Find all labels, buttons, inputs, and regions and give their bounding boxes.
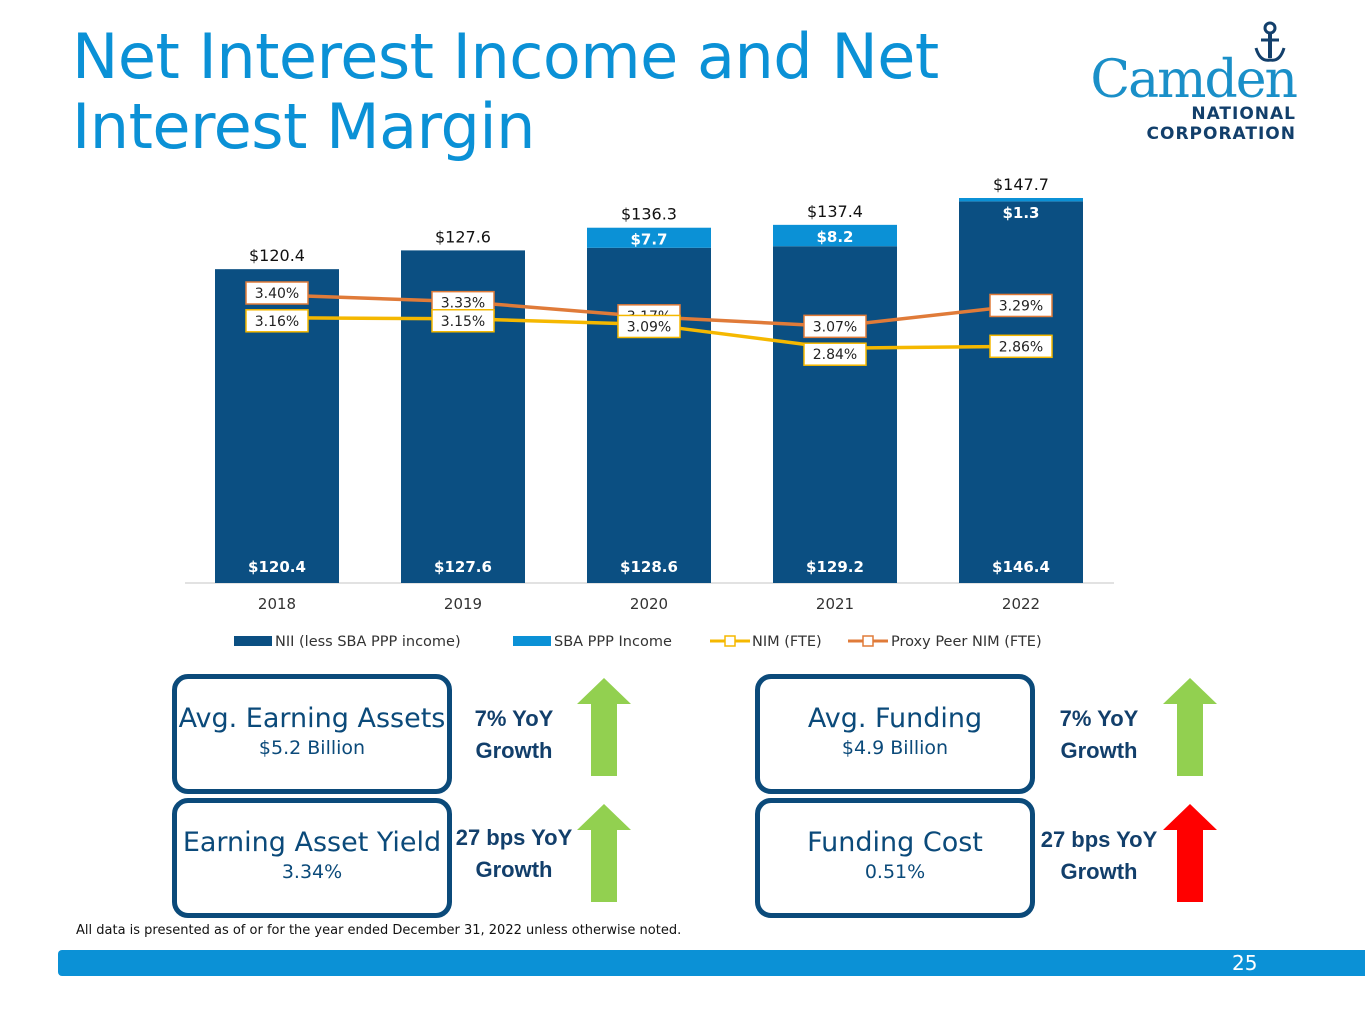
ppp-value-label: $1.3 [1002,204,1039,222]
ppp-value-label: $7.7 [630,231,667,249]
nim-value-label: 2.86% [999,339,1043,355]
nim-value-label: 3.15% [441,314,485,330]
growth-line-1: 7% YoY [1059,706,1139,731]
bar-nii-2020 [587,247,711,583]
metric-value: $4.9 Billion [841,737,949,759]
growth-line-1: 27 bps YoY [455,825,573,850]
legend-label-peer: Proxy Peer NIM (FTE) [891,634,1042,650]
nii-nim-chart: $120.4 $120.4 2018 $127.6 $127.6 2019 $7.7 $136… [185,175,1114,650]
metric-value: $5.2 Billion [258,737,366,759]
peer-nim-label-box [245,281,309,305]
metric-box-avg-funding: Avg. Funding $4.9 Billion [755,674,1035,794]
nii-value-label: $146.4 [992,558,1050,576]
x-tick-label: 2018 [258,595,296,613]
bar-ppp-2021 [773,224,897,247]
metric-growth-funding-cost: 27 bps YoY Growth [1029,824,1169,888]
metric-box-avg-earning-assets: Avg. Earning Assets $5.2 Billion [172,674,452,794]
footer-bar [58,950,1365,976]
metric-growth-avg-earning-assets: 7% YoY Growth [444,703,584,767]
nim-label-box [245,309,309,333]
metric-growth-earning-asset-yield: 27 bps YoY Growth [444,822,584,886]
nii-value-label: $120.4 [248,558,306,576]
up-arrow-icon [1163,678,1217,776]
bar-ppp-2020 [587,227,711,248]
legend-label-nim: NIM (FTE) [752,634,822,650]
footnote: All data is presented as of or for the y… [76,923,682,938]
metric-value: 0.51% [864,861,926,883]
nii-value-label: $128.6 [620,558,678,576]
peer-nim-value-label: 3.29% [999,298,1043,314]
x-tick-label: 2022 [1002,595,1040,613]
nii-value-label: $129.2 [806,558,864,576]
total-value-label: $120.4 [249,246,305,265]
x-tick-label: 2020 [630,595,668,613]
nii-value-label: $127.6 [434,558,492,576]
logo-line-1: NATIONAL [1191,104,1296,124]
nim-value-label: 3.09% [627,319,671,335]
metric-title: Funding Cost [807,827,983,858]
metric-title: Avg. Earning Assets [178,703,446,734]
legend-marker-peer [862,635,874,647]
growth-line-2: Growth [1060,859,1138,884]
nim-label-box [989,334,1053,359]
legend-label-ppp: SBA PPP Income [554,634,672,650]
nim-label-box [431,309,495,333]
company-logo: Camden NATIONAL CORPORATION [1090,20,1308,150]
peer-nim-value-label: 3.07% [813,319,857,335]
up-arrow-icon [577,678,631,776]
peer-nim-label-box [989,293,1053,318]
logo-line-2: CORPORATION [1146,124,1296,144]
page-title: Net Interest Income and Net Interest Mar… [72,20,939,163]
metric-title: Earning Asset Yield [182,827,442,858]
metric-growth-avg-funding: 7% YoY Growth [1029,703,1169,767]
total-value-label: $147.7 [993,175,1049,194]
metric-title: Avg. Funding [807,703,983,734]
nim-value-label: 2.84% [813,347,857,363]
growth-line-2: Growth [475,738,553,763]
metric-box-earning-asset-yield: Earning Asset Yield 3.34% [172,798,452,918]
metric-box-funding-cost: Funding Cost 0.51% [755,798,1035,918]
bar-nii-2022 [959,201,1083,584]
total-value-label: $136.3 [621,205,677,224]
nim-value-label: 3.16% [255,314,299,330]
growth-line-1: 7% YoY [474,706,554,731]
peer-nim-label-box [803,314,867,339]
up-arrow-icon [1163,804,1217,902]
legend-swatch-ppp [513,636,551,646]
peer-nim-value-label: 3.33% [441,296,485,312]
bar-nii-2021 [773,246,897,583]
anchor-icon [1254,21,1286,62]
legend-swatch-nii [234,636,272,646]
page-number: 25 [1232,951,1258,975]
nim-label-box [617,314,681,339]
x-tick-label: 2019 [444,595,482,613]
growth-line-2: Growth [475,857,553,882]
metric-value: 3.34% [281,861,343,883]
legend-marker-nim [724,635,736,647]
up-arrow-icon [577,804,631,902]
logo-brand: Camden [1090,50,1298,110]
legend-label-nii: NII (less SBA PPP income) [275,634,461,650]
ppp-value-label: $8.2 [816,228,853,246]
growth-line-2: Growth [1060,738,1138,763]
bar-ppp-2022 [959,198,1083,202]
nim-label-box [803,342,867,366]
x-tick-label: 2021 [816,595,854,613]
growth-line-1: 27 bps YoY [1040,827,1158,852]
total-value-label: $127.6 [435,227,491,246]
total-value-label: $137.4 [807,202,863,221]
peer-nim-value-label: 3.40% [255,286,299,302]
